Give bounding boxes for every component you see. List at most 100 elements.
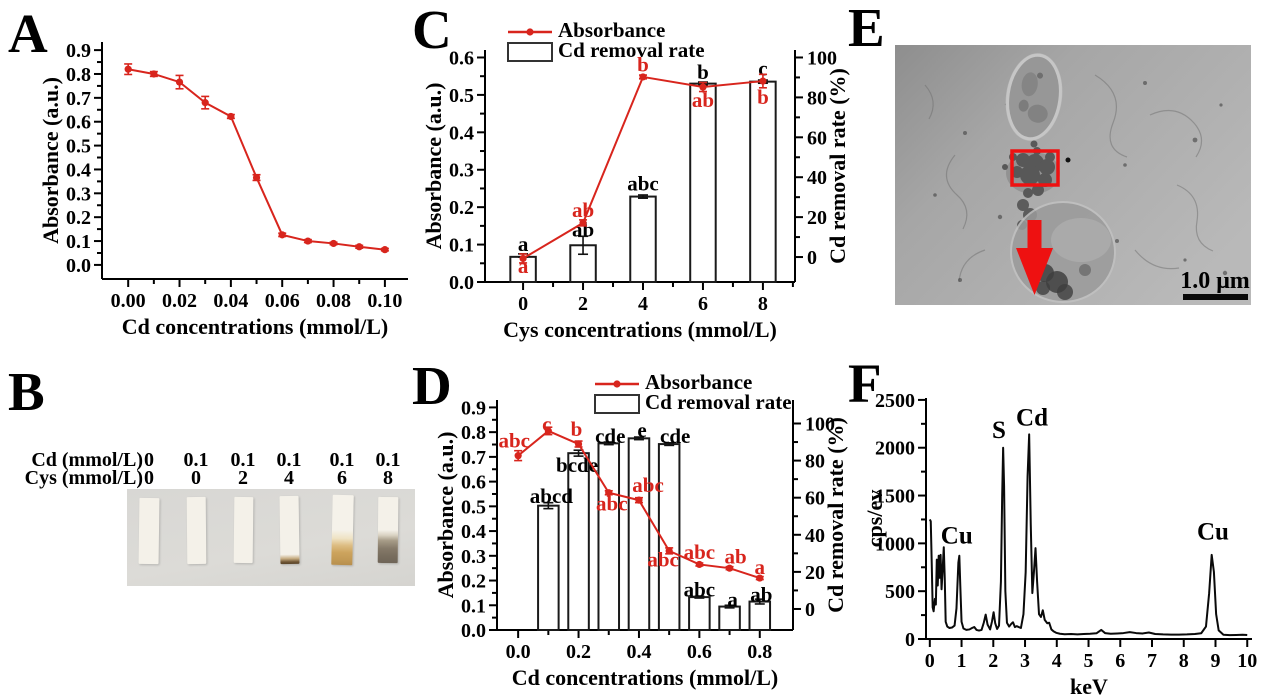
chart-f-eds-spectrum: 0 1 2 3 4 5 6 7 8 9 10keV05001000150020002500cps/e… [862, 390, 1257, 698]
svg-text:abc: abc [632, 473, 664, 497]
svg-text:0.2: 0.2 [66, 207, 91, 229]
cd-removal-rate-bars [509, 79, 777, 284]
test-strip-5 [330, 494, 354, 566]
right-axis-title: Cd removal rate (%) [825, 68, 850, 264]
svg-text:ab: ab [725, 545, 747, 569]
svg-text:0.10: 0.10 [367, 290, 402, 312]
cys-concentration-row: Cys (mmol/L) 0 0 2 4 6 8 [0, 467, 460, 489]
svg-text:Absorbance: Absorbance [645, 370, 752, 394]
svg-text:0.5: 0.5 [449, 85, 474, 107]
test-strip-4 [279, 495, 299, 565]
scale-bar [1183, 294, 1248, 300]
svg-text:0: 0 [905, 629, 915, 651]
y-axis-title: Absorbance (a.u.) [433, 432, 458, 599]
svg-text:b: b [571, 417, 583, 441]
absorbance-line-series [514, 426, 764, 582]
y-axis-left: 0.00.10.20.30.40.50.60.70.80.9Absorbance… [38, 40, 102, 277]
svg-text:60: 60 [805, 488, 825, 510]
svg-text:0.6: 0.6 [66, 112, 91, 134]
svg-text:60: 60 [807, 127, 827, 149]
y-axis-title: Absorbance (a.u.) [421, 83, 446, 250]
svg-text:abc: abc [498, 428, 530, 452]
svg-text:0.8: 0.8 [461, 422, 486, 444]
svg-text:0: 0 [518, 293, 528, 315]
cd-removal-rate-bars [537, 436, 772, 632]
test-strip-6 [377, 496, 399, 564]
svg-text:20: 20 [807, 207, 827, 229]
svg-text:0.6: 0.6 [687, 641, 712, 663]
flagella [924, 74, 1214, 283]
svg-text:a: a [727, 587, 738, 611]
svg-text:0.3: 0.3 [66, 183, 91, 205]
x-axis: 0 1 2 3 4 5 6 7 8 9 10 keV [925, 639, 1257, 698]
test-strip-3 [233, 496, 253, 564]
svg-text:0.5: 0.5 [461, 496, 486, 518]
scale-bar-label: 1.0 μm [1180, 268, 1250, 294]
svg-text:40: 40 [805, 525, 825, 547]
svg-text:b: b [697, 60, 709, 84]
svg-text:e: e [637, 418, 646, 442]
svg-text:80: 80 [807, 87, 827, 109]
svg-text:0.9: 0.9 [66, 40, 91, 62]
absorbance-line-series [519, 73, 767, 264]
chart-d-absorbance-removal-vs-cd: 0.0 0.2 0.4 0.6 0.8Cd concentrations (mmol/L… [433, 370, 848, 690]
svg-text:0.4: 0.4 [449, 122, 474, 144]
highlight-box [1010, 149, 1060, 187]
svg-text:b: b [637, 53, 649, 77]
svg-text:1500: 1500 [875, 486, 915, 508]
test-strip-photo [127, 489, 415, 586]
concentration-value: 0.1 [375, 449, 401, 471]
panel-label-a: A [8, 3, 48, 64]
y-axis-left: 0 500 1000 1500 2000 2500 cps/ev [862, 390, 926, 651]
svg-text:0.0: 0.0 [449, 272, 474, 294]
test-strip-2 [186, 496, 206, 565]
svg-text:0.4: 0.4 [66, 159, 91, 181]
svg-text:10: 10 [1237, 650, 1257, 672]
tem-image: 1.0 μm [895, 45, 1251, 305]
svg-text:0: 0 [925, 650, 935, 672]
svg-text:20: 20 [805, 562, 825, 584]
concentration-value: 0 [191, 467, 201, 489]
svg-text:abcd: abcd [530, 484, 574, 508]
absorbance-line-series [124, 63, 389, 254]
svg-text:0.4: 0.4 [461, 521, 486, 543]
test-strip-1 [138, 497, 160, 565]
svg-text:Cu: Cu [1197, 519, 1229, 546]
svg-text:c: c [758, 56, 767, 80]
svg-text:2: 2 [578, 293, 588, 315]
svg-text:ab: ab [750, 582, 772, 606]
svg-text:c: c [542, 412, 551, 436]
svg-text:abc: abc [684, 540, 716, 564]
x-axis-title: keV [1070, 674, 1108, 698]
y-axis-title: cps/ev [862, 490, 887, 547]
svg-text:2: 2 [988, 650, 998, 672]
svg-text:8: 8 [758, 293, 768, 315]
svg-text:7: 7 [1147, 650, 1157, 672]
svg-text:0.1: 0.1 [461, 595, 486, 617]
svg-text:abc: abc [647, 547, 679, 571]
concentration-value: 0.1 [276, 449, 302, 471]
red-arrow [1016, 220, 1053, 295]
svg-text:0.9: 0.9 [461, 397, 486, 419]
svg-text:0.6: 0.6 [461, 472, 486, 494]
y-axis-title: Absorbance (a.u.) [38, 77, 63, 244]
small-particle [1065, 157, 1071, 163]
concentration-value: 4 [284, 467, 294, 489]
svg-text:cde: cde [595, 424, 625, 448]
bacterium-top [1005, 53, 1063, 141]
svg-text:0.5: 0.5 [66, 136, 91, 158]
svg-text:0.0: 0.0 [506, 641, 531, 663]
svg-text:0.0: 0.0 [66, 255, 91, 277]
svg-text:4: 4 [638, 293, 648, 315]
svg-text:500: 500 [885, 581, 915, 603]
svg-text:4: 4 [1052, 650, 1062, 672]
peak-labels: Cu S Cd Cu [941, 405, 1229, 550]
